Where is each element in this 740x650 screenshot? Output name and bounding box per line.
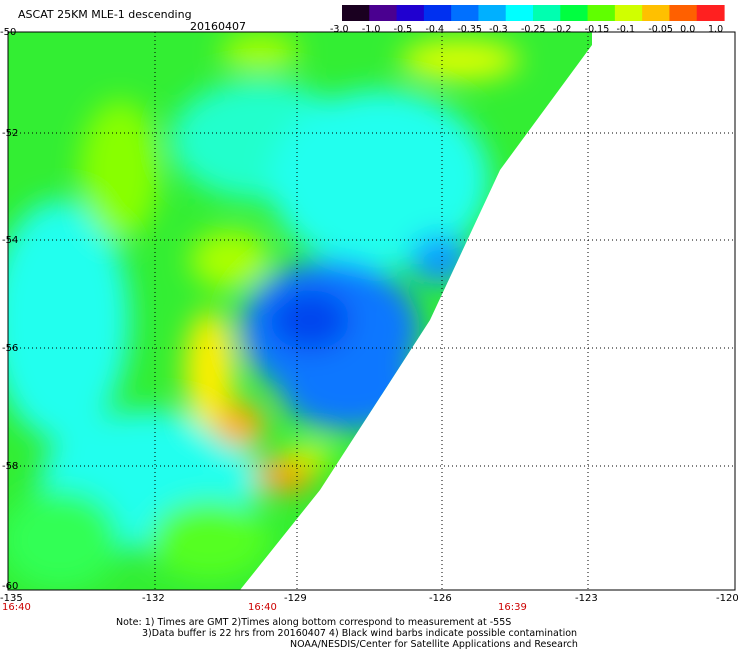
colorbar-swatch — [342, 5, 370, 21]
lon-label-135: -135 — [0, 593, 23, 604]
lat-label-52: -52 — [2, 128, 19, 139]
colorbar-swatch — [614, 5, 643, 21]
colorbar-swatch — [451, 5, 480, 21]
colorbar-swatch — [642, 5, 671, 21]
lon-label-132: -132 — [142, 593, 165, 604]
colorbar-tick-label: -0.15 — [584, 24, 610, 35]
time-label-2: 16:40 — [248, 602, 277, 613]
map-frame — [7, 31, 736, 591]
lat-lon-grid — [8, 32, 735, 590]
colorbar-swatch — [423, 5, 452, 21]
product-title: ASCAT 25KM MLE-1 descending — [18, 8, 192, 21]
colorbar-tick-label: -0.2 — [552, 24, 572, 35]
colorbar-swatch — [696, 5, 725, 21]
note-line-3: NOAA/NESDIS/Center for Satellite Applica… — [290, 639, 578, 650]
colorbar-tick-label: -3.0 — [330, 24, 349, 35]
colorbar-tick-label: -0.3 — [489, 24, 508, 35]
colorbar — [342, 5, 725, 21]
colorbar-swatch — [669, 5, 698, 21]
colorbar-swatch — [478, 5, 507, 21]
colorbar-swatch — [560, 5, 589, 21]
colorbar-tick-label: -0.5 — [393, 24, 413, 35]
colorbar-tick-label: -0.05 — [648, 24, 673, 35]
colorbar-tick-label: -0.4 — [425, 24, 445, 35]
colorbar-swatch — [505, 5, 534, 21]
lat-label-60: -60 — [2, 581, 19, 592]
time-label-1: 16:40 — [2, 602, 31, 613]
lat-label-56: -56 — [2, 343, 19, 354]
wind-swath — [8, 32, 592, 590]
lon-label-120: -120 — [716, 593, 739, 604]
lat-label-50: -50 — [0, 27, 17, 38]
lon-label-123: -123 — [575, 593, 598, 604]
lat-label-58: -58 — [2, 461, 19, 472]
note-line-2: 3)Data buffer is 22 hrs from 20160407 4)… — [142, 628, 578, 639]
colorbar-swatch — [587, 5, 616, 21]
time-label-3: 16:39 — [498, 602, 527, 613]
colorbar-tick-label: -1.0 — [361, 24, 381, 35]
lon-label-129: -129 — [284, 593, 307, 604]
colorbar-swatch — [369, 5, 398, 21]
colorbar-tick-label: 0.0 — [680, 24, 696, 35]
note-line-1: Note: 1) Times are GMT 2)Times along bot… — [116, 617, 512, 628]
colorbar-tick-label: -0.35 — [457, 24, 482, 35]
lon-label-126: -126 — [429, 593, 452, 604]
colorbar-tick-label: 1.0 — [708, 24, 724, 35]
lat-label-54: -54 — [2, 235, 19, 246]
product-date: 20160407 — [190, 20, 246, 33]
colorbar-tick-label: -0.1 — [616, 24, 636, 35]
colorbar-swatch — [533, 5, 561, 21]
colorbar-swatch — [396, 5, 425, 21]
colorbar-tick-label: -0.25 — [521, 24, 546, 35]
